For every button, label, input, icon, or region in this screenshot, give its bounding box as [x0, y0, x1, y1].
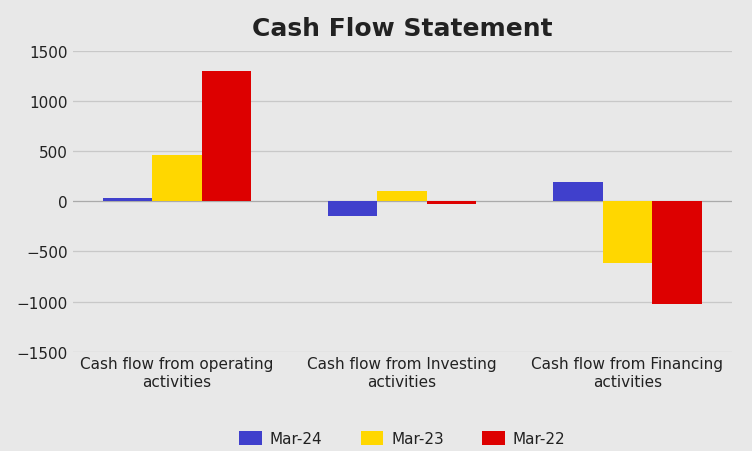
Legend: Mar-24, Mar-23, Mar-22: Mar-24, Mar-23, Mar-22	[233, 425, 572, 451]
Bar	[103, 199, 152, 202]
Bar	[427, 202, 477, 205]
Bar	[602, 202, 652, 264]
Title: Cash Flow Statement: Cash Flow Statement	[252, 17, 553, 41]
Bar	[328, 202, 378, 217]
Bar	[553, 183, 602, 202]
Bar	[202, 72, 251, 202]
Bar	[378, 192, 427, 202]
Bar	[652, 202, 702, 304]
Bar	[152, 156, 202, 202]
